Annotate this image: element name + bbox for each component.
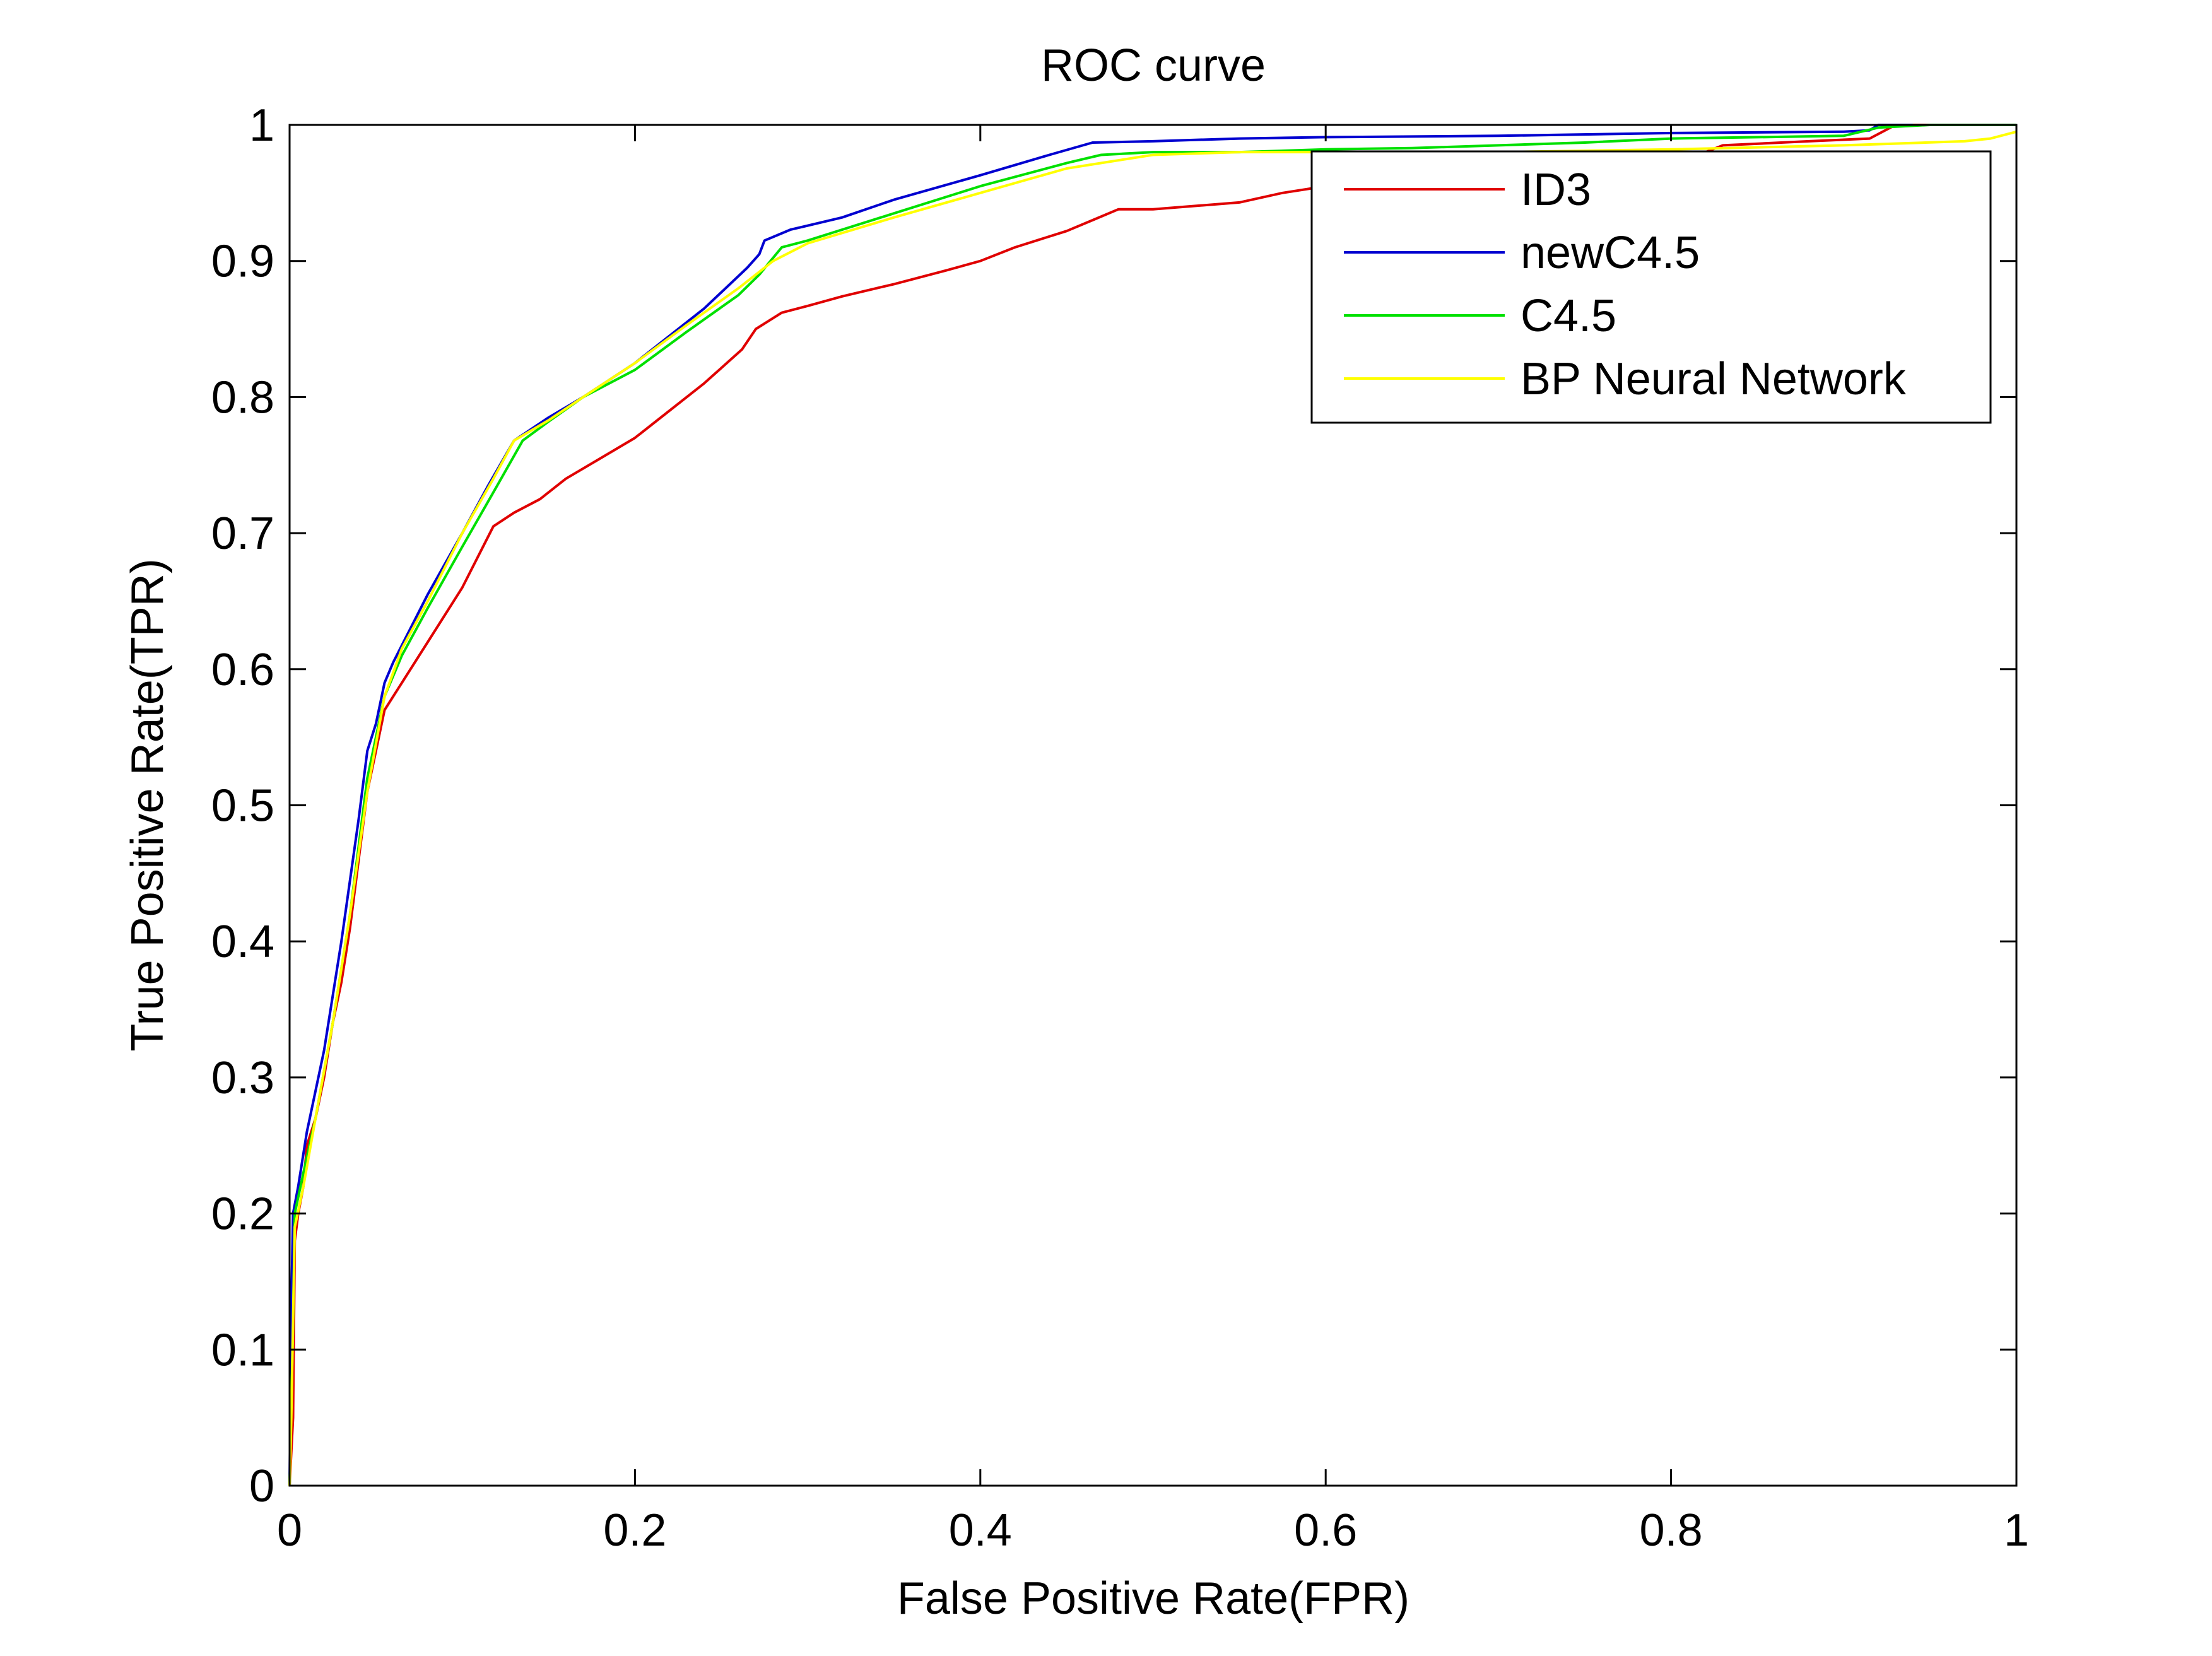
x-tick-label: 1: [2004, 1505, 2029, 1556]
y-axis-label: True Positive Rate(TPR): [122, 558, 173, 1052]
x-tick-label: 0.6: [1294, 1505, 1357, 1556]
x-tick-label: 0.2: [603, 1505, 666, 1556]
x-tick-label: 0.8: [1640, 1505, 1703, 1556]
y-tick-label: 0.2: [211, 1189, 274, 1240]
legend-entries: ID3 newC4.5 C4.5 BP Neural Network: [1344, 165, 1907, 404]
y-tick-label: 0.1: [211, 1325, 274, 1375]
chart-title: ROC curve: [1041, 40, 1266, 91]
y-tick-label: 0.5: [211, 781, 274, 831]
y-tick-label: 1: [249, 100, 274, 151]
legend-label-3: BP Neural Network: [1521, 354, 1907, 404]
x-tick-label: 0: [277, 1505, 302, 1556]
y-tick-label: 0: [249, 1461, 274, 1512]
y-tick-label: 0.9: [211, 237, 274, 287]
y-tick-label: 0.6: [211, 645, 274, 695]
legend-label-1: newC4.5: [1521, 228, 1700, 278]
y-tick-label: 0.4: [211, 917, 274, 967]
tick-layer: 0 0.2 0.4 0.6 0.8 1 0 0.1 0.2 0.3 0.4 0.5 0.6 0.7 0.8 0…: [211, 100, 2029, 1556]
legend: ID3 newC4.5 C4.5 BP Neural Network: [1310, 150, 1992, 424]
y-tick-label: 0.8: [211, 372, 274, 423]
y-tick-label: 0.3: [211, 1053, 274, 1103]
x-tick-label: 0.4: [949, 1505, 1012, 1556]
y-tick-label: 0.7: [211, 508, 274, 559]
x-axis-label: False Positive Rate(FPR): [897, 1573, 1409, 1624]
legend-label-0: ID3: [1521, 165, 1591, 215]
legend-label-2: C4.5: [1521, 291, 1616, 341]
